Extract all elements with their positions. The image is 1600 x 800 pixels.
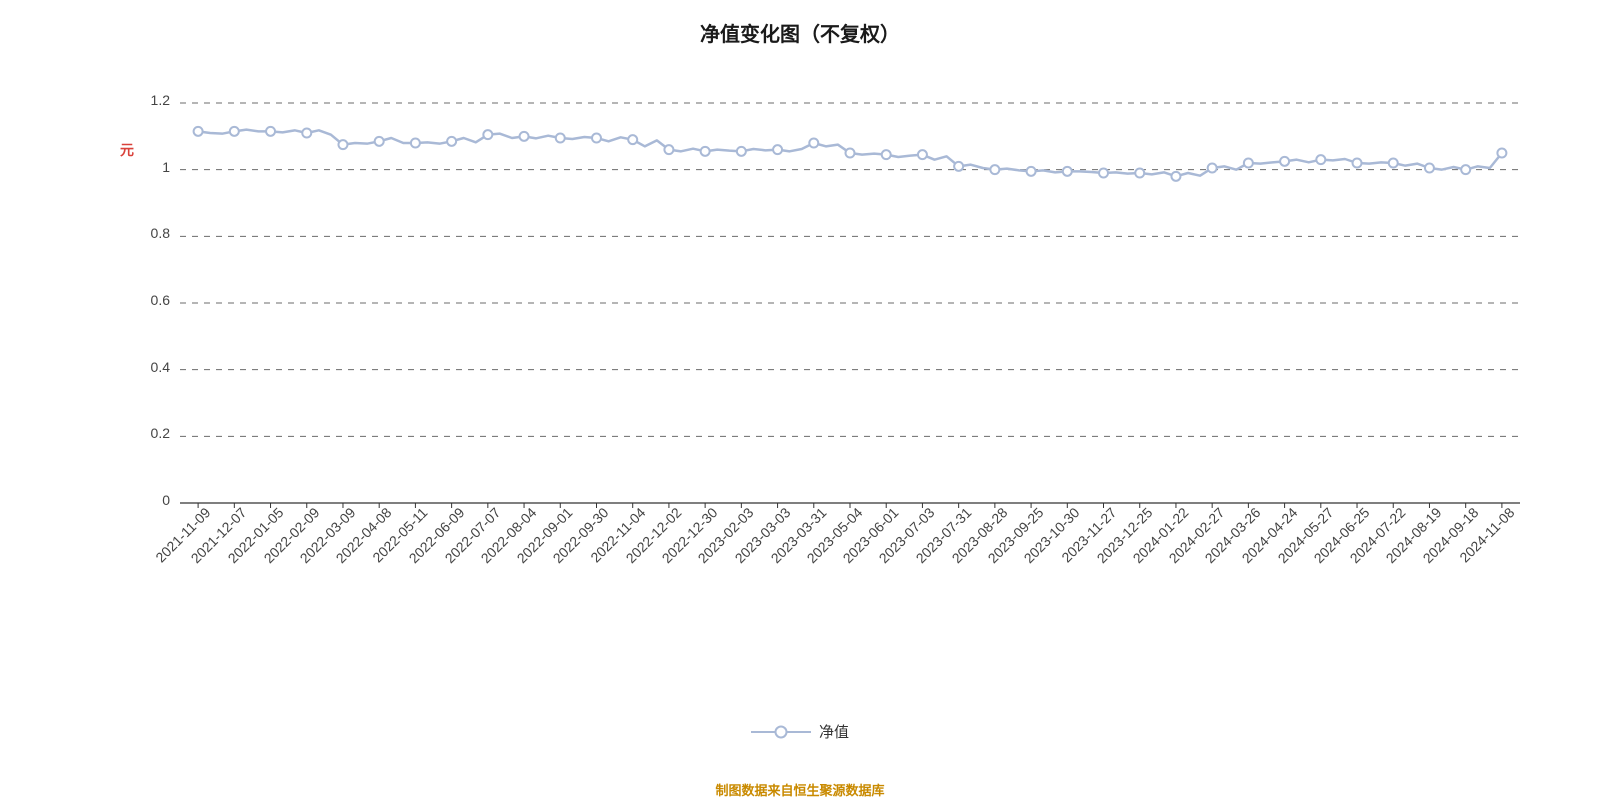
y-tick-label: 0.4 [151, 359, 180, 375]
y-tick-label: 0 [162, 492, 180, 508]
y-tick-label: 1.2 [151, 92, 180, 108]
nav-chart: 净值变化图（不复权） 元 00.20.40.60.811.22021-11-09… [0, 0, 1600, 800]
legend-label: 净值 [819, 721, 849, 742]
y-tick-label: 0.8 [151, 225, 180, 241]
legend: 净值 [0, 720, 1600, 742]
chart-title: 净值变化图（不复权） [0, 18, 1600, 47]
legend-marker-icon [774, 725, 787, 738]
y-tick-label: 0.6 [151, 292, 180, 308]
y-tick-label: 1 [162, 159, 180, 175]
y-tick-label: 0.2 [151, 425, 180, 441]
chart-footnote: 制图数据来自恒生聚源数据库 [0, 780, 1600, 799]
legend-item: 净值 [751, 721, 849, 742]
legend-line-icon [751, 731, 811, 734]
plot-area: 00.20.40.60.811.22021-11-092021-12-07202… [180, 100, 1520, 500]
line-chart-svg [180, 100, 1520, 506]
y-axis-label: 元 [120, 140, 134, 160]
